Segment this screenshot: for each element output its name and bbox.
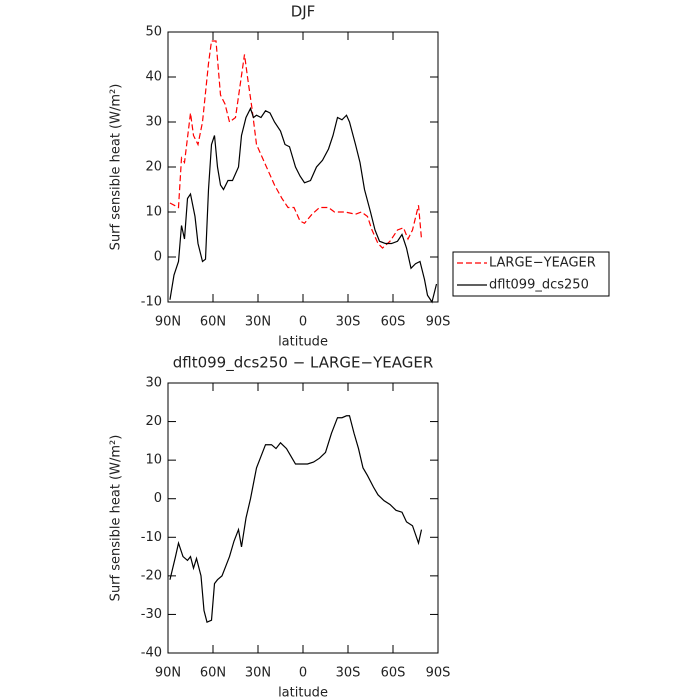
x-tick-label: 90N [155, 666, 181, 681]
legend-label: dflt099_dcs250 [489, 278, 589, 293]
x-tick-label: 0 [299, 666, 307, 681]
x-tick-label: 90S [426, 315, 451, 330]
y-tick-label: 30 [145, 115, 162, 130]
y-tick-label: 20 [145, 160, 162, 175]
x-tick-label: 30N [245, 666, 271, 681]
y-tick-label: 30 [145, 376, 162, 391]
legend-box [452, 251, 610, 297]
x-axis-label: latitude [278, 686, 328, 700]
legend-label: LARGE−YEAGER [489, 256, 596, 271]
x-tick-label: 90N [155, 315, 181, 330]
y-tick-label: 20 [145, 414, 162, 429]
data-line [169, 40, 423, 249]
y-tick-label: 50 [145, 25, 162, 40]
y-tick-label: 40 [145, 70, 162, 85]
x-tick-label: 30S [336, 315, 361, 330]
y-axis-label: Surf sensible heat (W/m²) [109, 435, 124, 602]
chart-title: DJF [291, 3, 316, 21]
x-tick-label: 60N [200, 315, 226, 330]
x-tick-label: 0 [299, 315, 307, 330]
plot-frame [167, 31, 439, 303]
x-tick-label: 60S [381, 666, 406, 681]
data-line [169, 415, 423, 623]
x-tick-label: 30S [336, 666, 361, 681]
y-tick-label: 0 [154, 250, 162, 265]
y-axis-label: Surf sensible heat (W/m²) [109, 84, 124, 251]
chart-title: dflt099_dcs250 − LARGE−YEAGER [173, 354, 434, 373]
plot-frame [167, 382, 439, 654]
x-tick-label: 90S [426, 666, 451, 681]
y-tick-label: -20 [141, 568, 162, 583]
data-line [169, 106, 438, 304]
y-tick-label: 10 [145, 205, 162, 220]
y-tick-label: -40 [141, 646, 162, 661]
y-tick-label: -10 [141, 530, 162, 545]
x-tick-label: 60N [200, 666, 226, 681]
y-tick-label: -10 [141, 295, 162, 310]
y-tick-label: 0 [154, 491, 162, 506]
x-axis-label: latitude [278, 335, 328, 350]
y-tick-label: 10 [145, 453, 162, 468]
x-tick-label: 60S [381, 315, 406, 330]
y-tick-label: -30 [141, 607, 162, 622]
x-tick-label: 30N [245, 315, 271, 330]
